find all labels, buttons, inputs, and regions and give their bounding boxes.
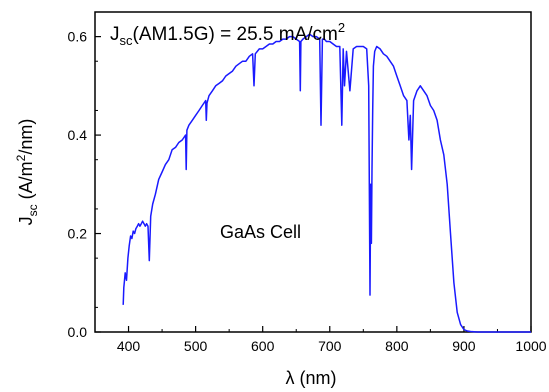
y-axis-title-unit-sup: 2 (14, 154, 28, 161)
y-axis-title-unit-pre: (A/m (16, 161, 36, 204)
jsc-annotation-mid: (AM1.5G) = 25.5 mA/cm (133, 24, 338, 45)
y-axis-title-sub: sc (26, 204, 40, 216)
y-tick-label: 0.6 (68, 29, 88, 45)
y-tick-label: 0.0 (68, 324, 88, 340)
series-line (122, 33, 531, 333)
x-tick-label: 800 (385, 338, 409, 354)
jsc-annotation-sup: 2 (338, 20, 345, 35)
x-tick-label: 600 (251, 338, 275, 354)
jsc-annotation-main: J (110, 24, 120, 45)
y-tick-label: 0.2 (68, 226, 88, 242)
x-tick-label: 500 (184, 338, 208, 354)
y-axis-title-main: J (16, 216, 36, 225)
plot-frame (94, 11, 532, 333)
x-axis-title: λ (nm) (286, 368, 337, 388)
y-axis-title-unit-post: /nm) (16, 119, 36, 155)
jsc-annotation-sub: sc (120, 33, 134, 48)
jsc-annotation: Jsc(AM1.5G) = 25.5 mA/cm2 (110, 20, 345, 48)
cell-label: GaAs Cell (220, 222, 301, 242)
y-tick-label: 0.4 (68, 127, 88, 143)
x-tick-label: 400 (117, 338, 141, 354)
series-layer (122, 33, 531, 333)
x-tick-label: 900 (452, 338, 476, 354)
ticks (94, 36, 532, 333)
x-tick-label: 1000 (515, 338, 546, 354)
x-tick-label: 700 (318, 338, 342, 354)
y-axis-title: Jsc (A/m2/nm) (14, 119, 40, 226)
tick-labels: 400 500 600 700 800 900 1000 0.0 0.2 0.4 0.6 (68, 29, 547, 354)
